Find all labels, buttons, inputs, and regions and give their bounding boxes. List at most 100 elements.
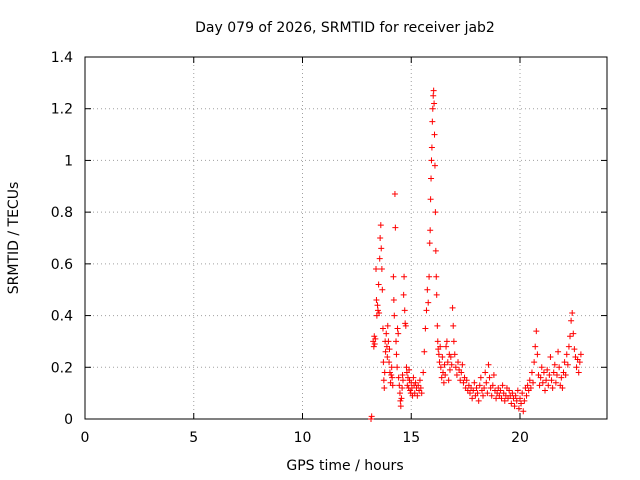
data-point [444,359,451,366]
data-point [399,384,406,391]
data-point [457,377,464,384]
data-point [384,322,391,329]
data-point [378,266,385,273]
data-point [485,361,492,368]
data-point [443,343,450,350]
data-point [524,382,531,389]
data-point [489,382,496,389]
data-point [576,359,583,366]
data-point [446,366,453,373]
data-point [406,366,413,373]
data-point [448,361,455,368]
data-point [561,359,568,366]
data-point [424,286,431,293]
data-point [469,395,476,402]
data-point [476,382,483,389]
data-point [434,322,441,329]
data-point [371,333,378,340]
data-point [404,382,411,389]
data-point [481,384,488,391]
data-point [401,307,408,314]
data-point [390,273,397,280]
data-point [483,379,490,386]
data-point [430,87,437,94]
x-tick-label: 20 [511,430,529,446]
data-point [426,240,433,247]
data-point [452,364,459,371]
data-point [402,322,409,329]
data-point [436,359,443,366]
y-tick-label: 0.8 [51,205,73,221]
data-point [427,196,434,203]
data-point [385,338,392,345]
data-point [417,384,424,391]
data-point [532,343,539,350]
data-point [486,374,493,381]
data-point [399,377,406,384]
data-point [388,364,395,371]
data-point [540,369,547,376]
data-point [435,351,442,358]
data-point [381,369,388,376]
data-point [397,403,404,410]
data-point [538,364,545,371]
data-point [548,377,555,384]
data-point [378,245,385,252]
data-point [399,372,406,379]
data-point [520,408,527,415]
x-tick-label: 0 [81,430,90,446]
data-point [427,227,434,234]
data-point [564,361,571,368]
data-point [493,395,500,402]
data-point [440,379,447,386]
data-point [569,309,576,316]
data-point [398,395,405,402]
data-point [490,372,497,379]
data-point [397,397,404,404]
data-point [389,382,396,389]
data-point [432,209,439,216]
data-point [428,157,435,164]
data-point [416,377,423,384]
data-point [577,351,584,358]
data-point [501,397,508,404]
data-point [431,162,438,169]
data-point [437,343,444,350]
chart-title: Day 079 of 2026, SRMTID for receiver jab… [195,20,495,36]
data-point [441,361,448,368]
data-point [558,374,565,381]
data-point [509,390,516,397]
data-point [523,392,530,399]
data-point [447,353,454,360]
data-point [382,348,389,355]
data-point [414,392,421,399]
data-point [433,273,440,280]
data-point [480,392,487,399]
data-point [372,335,379,342]
data-point [450,338,457,345]
data-point [537,374,544,381]
data-point [383,343,390,350]
data-point [519,390,526,397]
data-points [368,87,584,422]
data-point [412,379,419,386]
data-point [514,387,521,394]
data-point [573,364,580,371]
data-point [518,400,525,407]
y-tick-label: 1.4 [51,50,73,66]
data-point [528,369,535,376]
data-point [377,235,384,241]
data-point [571,346,578,353]
data-point [531,359,538,366]
data-point [379,286,386,293]
data-point [543,377,550,384]
data-point [376,255,383,262]
data-point [392,224,399,231]
data-point [547,353,554,360]
data-point [431,131,438,138]
data-point [410,374,417,381]
data-point [515,405,522,412]
y-tick-label: 0.4 [51,309,73,325]
data-point [575,369,582,376]
data-point [498,395,505,402]
